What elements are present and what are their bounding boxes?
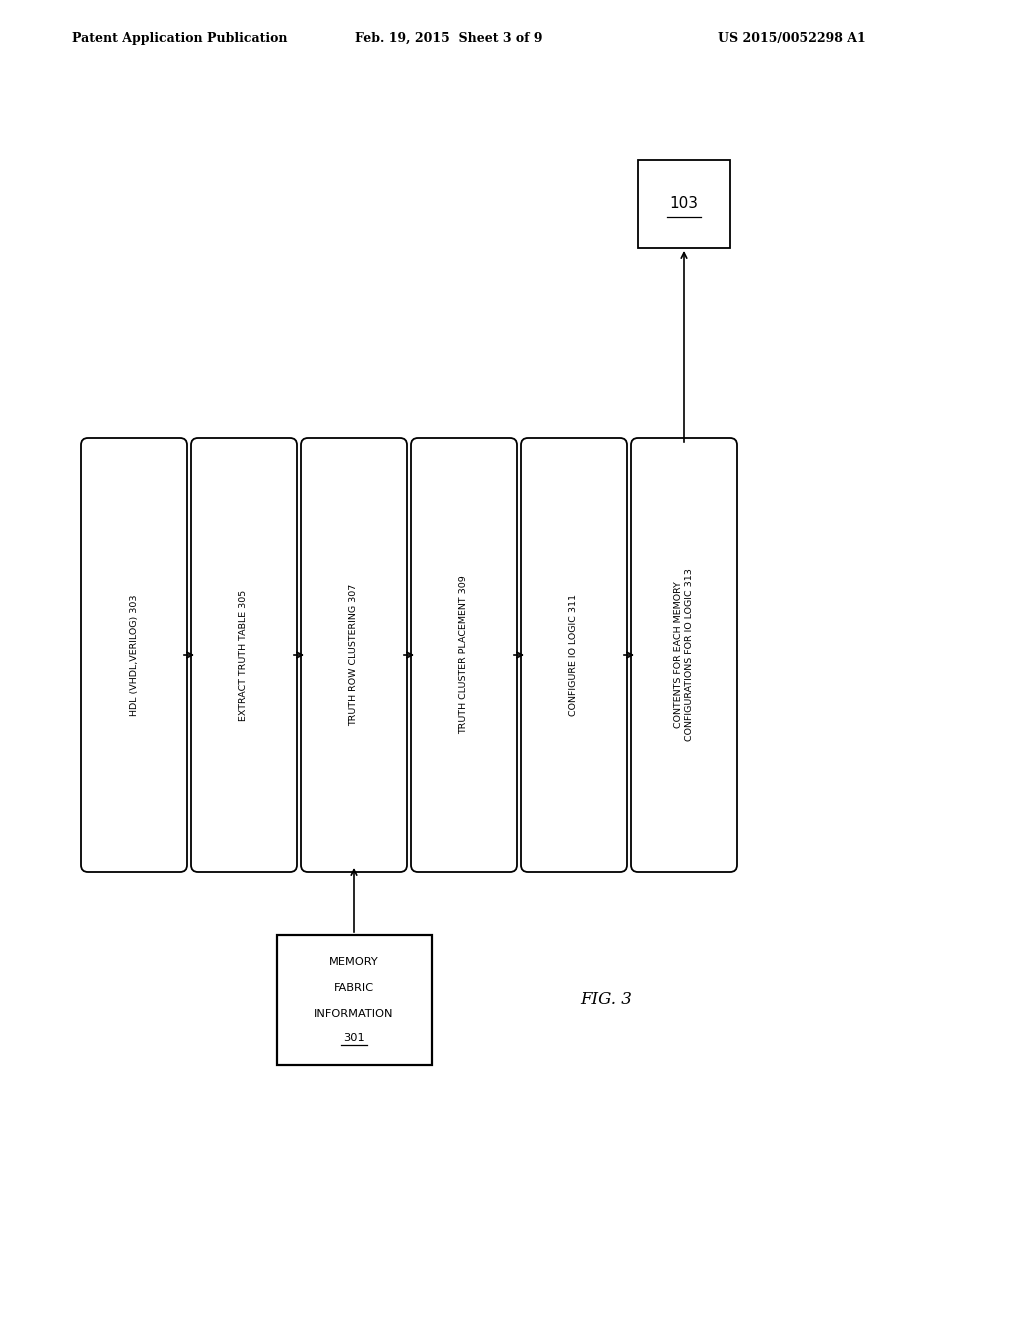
Text: TRUTH ROW CLUSTERING 307: TRUTH ROW CLUSTERING 307 bbox=[349, 583, 358, 726]
Text: FABRIC: FABRIC bbox=[334, 983, 374, 993]
FancyBboxPatch shape bbox=[631, 438, 737, 873]
Bar bbox=[638, 160, 730, 248]
Text: FIG. 3: FIG. 3 bbox=[580, 991, 632, 1008]
Text: CONTENTS FOR EACH MEMORY
CONFIGURATIONS FOR IO LOGIC 313: CONTENTS FOR EACH MEMORY CONFIGURATIONS … bbox=[674, 569, 693, 742]
Text: Patent Application Publication: Patent Application Publication bbox=[72, 32, 288, 45]
Text: CONFIGURE IO LOGIC 311: CONFIGURE IO LOGIC 311 bbox=[569, 594, 579, 715]
Text: 301: 301 bbox=[343, 1034, 365, 1043]
Text: INFORMATION: INFORMATION bbox=[314, 1008, 394, 1019]
Text: MEMORY: MEMORY bbox=[329, 957, 379, 968]
Bar bbox=[276, 935, 431, 1065]
Text: Feb. 19, 2015  Sheet 3 of 9: Feb. 19, 2015 Sheet 3 of 9 bbox=[355, 32, 543, 45]
FancyBboxPatch shape bbox=[81, 438, 187, 873]
FancyBboxPatch shape bbox=[191, 438, 297, 873]
FancyBboxPatch shape bbox=[521, 438, 627, 873]
FancyBboxPatch shape bbox=[301, 438, 407, 873]
Text: TRUTH CLUSTER PLACEMENT 309: TRUTH CLUSTER PLACEMENT 309 bbox=[460, 576, 469, 734]
Text: EXTRACT TRUTH TABLE 305: EXTRACT TRUTH TABLE 305 bbox=[240, 589, 249, 721]
Text: US 2015/0052298 A1: US 2015/0052298 A1 bbox=[718, 32, 865, 45]
Text: 103: 103 bbox=[670, 197, 698, 211]
FancyBboxPatch shape bbox=[411, 438, 517, 873]
Text: HDL (VHDL,VERILOG) 303: HDL (VHDL,VERILOG) 303 bbox=[129, 594, 138, 715]
